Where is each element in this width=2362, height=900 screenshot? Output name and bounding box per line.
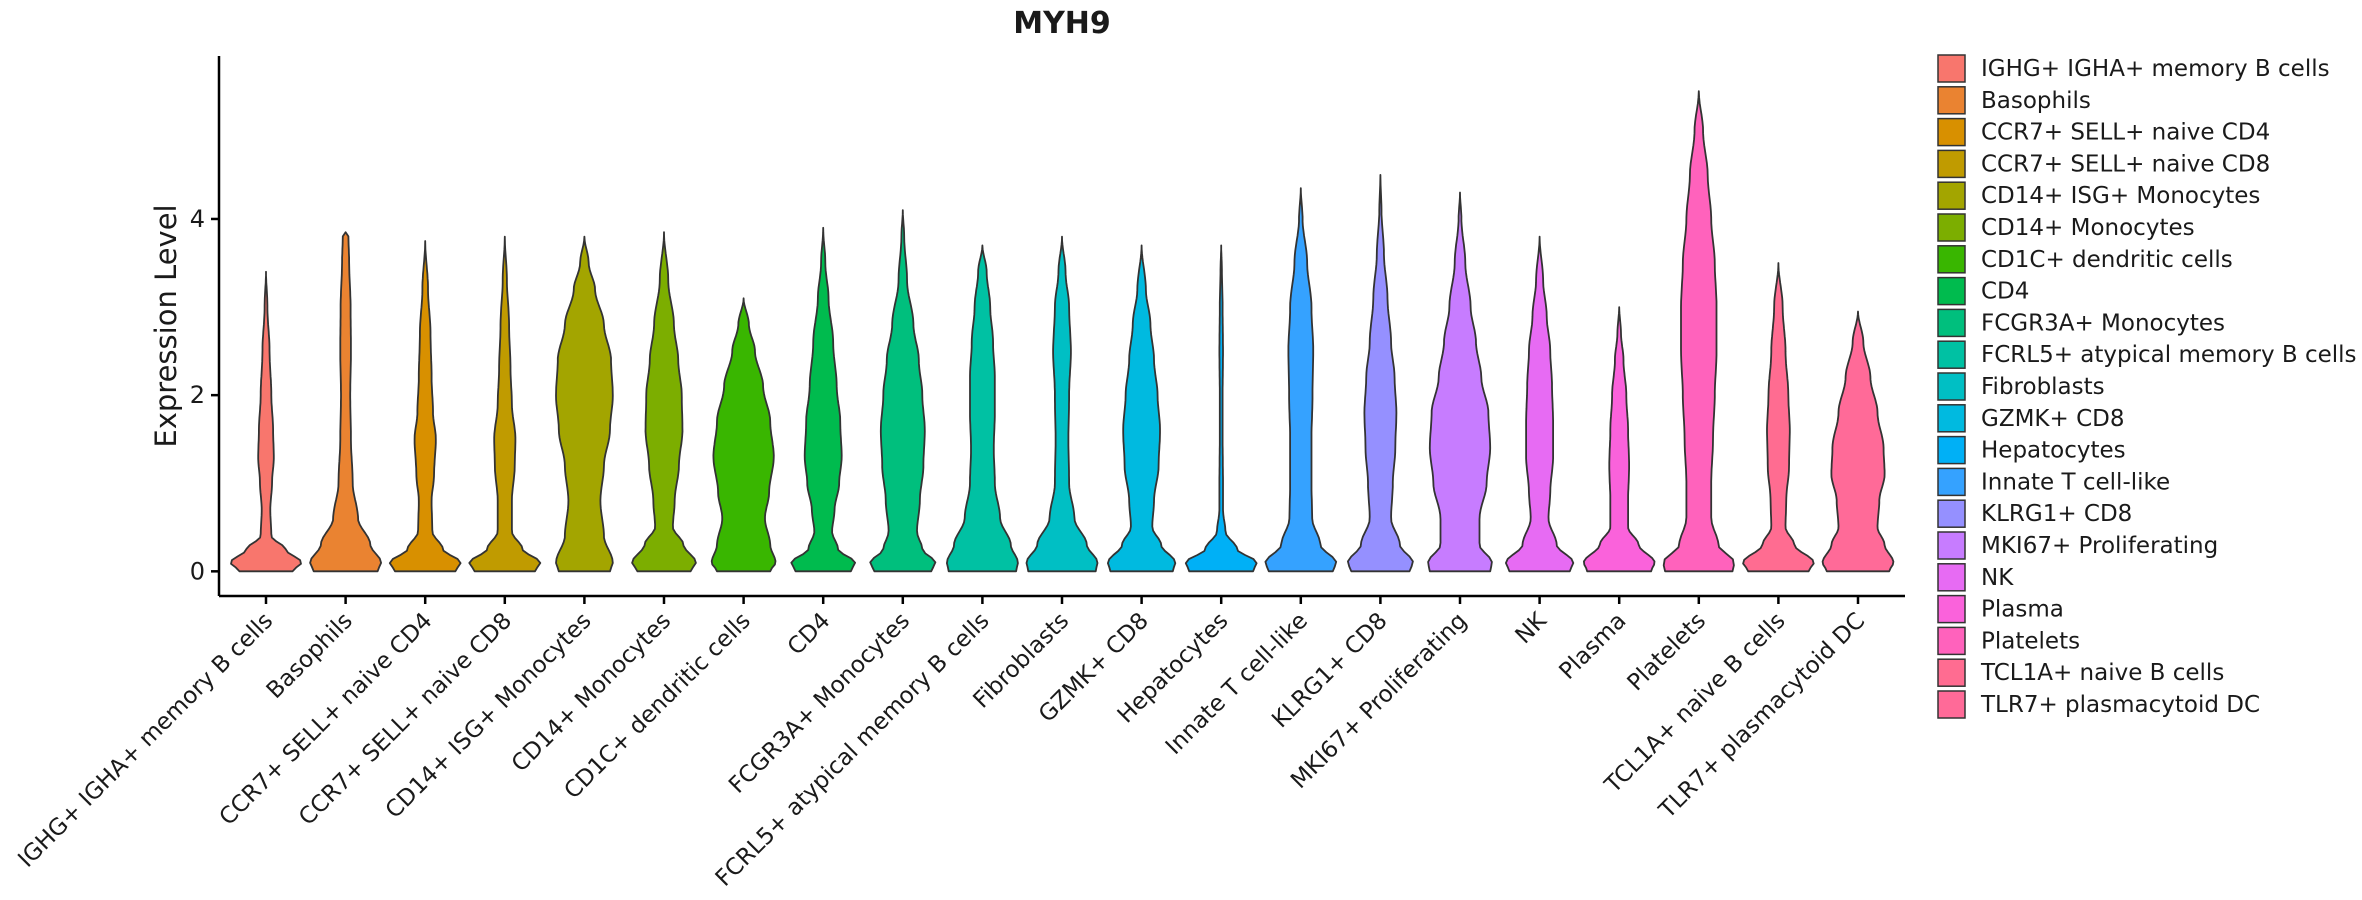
violin-8 <box>869 209 937 573</box>
violin-1 <box>309 231 382 573</box>
legend-swatch <box>1937 690 1966 719</box>
legend-label: Basophils <box>1981 88 2091 114</box>
y-axis-label: Expression Level <box>149 204 183 447</box>
legend-swatch <box>1937 181 1966 210</box>
legend-swatch <box>1937 626 1966 656</box>
legend-label: FCGR3A+ Monocytes <box>1981 310 2225 336</box>
legend-label: CD14+ Monocytes <box>1981 215 2195 241</box>
legend-label: KLRG1+ CD8 <box>1981 501 2132 527</box>
legend-swatch <box>1937 54 1966 83</box>
legend-swatch <box>1937 372 1966 401</box>
x-tick-label: IGHG+ IGHA+ memory B cells <box>13 608 278 873</box>
violin-0 <box>230 270 302 573</box>
legend-swatch <box>1937 531 1966 560</box>
legend-label: CD14+ ISG+ Monocytes <box>1981 183 2260 209</box>
legend-swatch <box>1937 404 1966 433</box>
violin-17 <box>1583 306 1656 573</box>
x-ticks: IGHG+ IGHA+ memory B cellsBasophilsCCR7+… <box>13 596 1870 892</box>
legend-label: Platelets <box>1981 628 2080 654</box>
legend-label: Innate T cell-like <box>1981 469 2170 495</box>
violin-2 <box>388 240 462 573</box>
y-tick-label: 4 <box>190 205 205 233</box>
legend-label: TLR7+ plasmacytoid DC <box>1980 692 2260 718</box>
y-tick-label: 0 <box>190 557 205 585</box>
legend-label: CCR7+ SELL+ naive CD4 <box>1981 120 2270 146</box>
violin-11 <box>1107 244 1177 573</box>
violin-15 <box>1427 191 1493 573</box>
violin-7 <box>790 226 856 573</box>
violin-10 <box>1025 235 1099 573</box>
violin-14 <box>1347 174 1414 573</box>
violin-20 <box>1821 310 1895 573</box>
violin-3 <box>468 235 542 573</box>
x-tick-label: NK <box>1511 607 1553 649</box>
legend-label: Fibroblasts <box>1981 374 2105 400</box>
legend-swatch <box>1937 499 1966 528</box>
legend-swatch <box>1937 86 1966 115</box>
violin-4 <box>555 235 614 573</box>
legend-swatch <box>1937 117 1966 147</box>
x-tick-label: Innate T cell-like <box>1161 608 1313 760</box>
legend-label: Hepatocytes <box>1981 438 2126 464</box>
legend-swatch <box>1937 467 1966 497</box>
legend-label: CD1C+ dendritic cells <box>1981 247 2233 273</box>
legend-swatch <box>1937 308 1966 338</box>
legend-swatch <box>1937 563 1966 592</box>
violin-6 <box>710 297 777 573</box>
legend-label: CD4 <box>1981 279 2029 305</box>
chart-title: MYH9 <box>1013 6 1111 41</box>
legend-swatch <box>1937 594 1966 624</box>
violin-16 <box>1505 235 1575 573</box>
legend-label: MKI67+ Proliferating <box>1981 533 2218 559</box>
violin-5 <box>631 231 697 573</box>
legend-swatch <box>1937 276 1966 306</box>
legend-label: FCRL5+ atypical memory B cells <box>1981 342 2357 368</box>
legend-label: TCL1A+ naive B cells <box>1980 660 2224 686</box>
legend-swatch <box>1937 245 1966 274</box>
legend-swatch <box>1937 213 1966 242</box>
legend-swatch <box>1937 149 1966 179</box>
legend-label: CCR7+ SELL+ naive CD8 <box>1981 151 2270 177</box>
legend-swatch <box>1937 658 1966 687</box>
legend-label: IGHG+ IGHA+ memory B cells <box>1981 56 2330 82</box>
legend: IGHG+ IGHA+ memory B cells Basophils CCR7+… <box>1937 54 2357 719</box>
violin-12 <box>1184 244 1258 573</box>
violin-18 <box>1662 90 1735 573</box>
legend-label: GZMK+ CD8 <box>1981 406 2125 432</box>
legend-swatch <box>1937 340 1966 369</box>
legend-swatch <box>1937 435 1966 465</box>
violins <box>230 90 1895 573</box>
y-tick-label: 2 <box>190 381 205 409</box>
violin-13 <box>1264 187 1338 573</box>
violin-9 <box>946 244 1019 573</box>
y-ticks: 0 2 4 <box>190 205 219 585</box>
x-tick-label: Plasma <box>1554 608 1631 685</box>
x-tick-label: CD14+ Monocytes <box>507 608 676 777</box>
violin-19 <box>1742 262 1815 573</box>
x-tick-label: CD4 <box>783 608 836 661</box>
legend-label: NK <box>1981 565 2014 591</box>
legend-label: Plasma <box>1981 597 2064 623</box>
